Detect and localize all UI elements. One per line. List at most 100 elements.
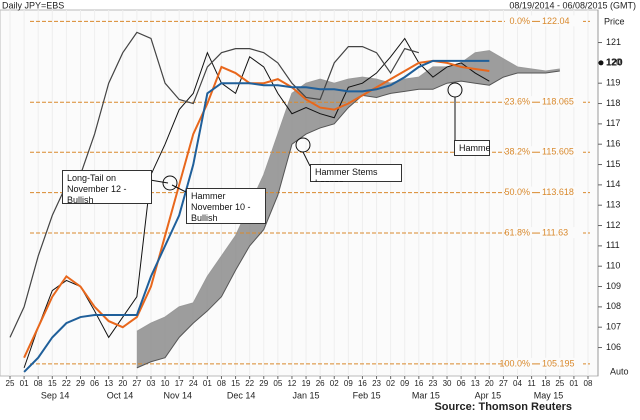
annotation: Long-Tail on November 12 - Bullish <box>62 170 152 204</box>
fib-ratio: 50.0% <box>504 187 530 197</box>
x-tick-label: 13 <box>471 379 480 388</box>
annotation-box: Hammer <box>454 140 490 156</box>
current-price-label: 120 <box>606 58 623 69</box>
fib-label-bg <box>505 227 583 239</box>
x-tick-label: 11 <box>527 379 536 388</box>
y-tick-label: 107 <box>606 322 621 332</box>
fib-ratio: 23.6% <box>504 97 530 107</box>
x-tick-label: 06 <box>457 379 466 388</box>
x-tick-label: 25 <box>6 379 15 388</box>
fib-value: 105.195 <box>542 358 575 368</box>
x-tick-label: 27 <box>132 379 141 388</box>
fib-ratio: 0.0% <box>509 16 530 26</box>
x-tick-label: 16 <box>414 379 423 388</box>
fib-ratio: 38.2% <box>504 147 530 157</box>
x-tick-label: 18 <box>541 379 550 388</box>
x-tick-label: 25 <box>555 379 564 388</box>
x-tick-label: 30 <box>443 379 452 388</box>
x-tick-label: 09 <box>344 379 353 388</box>
date-range: 08/19/2014 - 06/08/2015 (GMT) <box>509 0 636 10</box>
x-group-label: Mar 15 <box>412 390 440 400</box>
series-line <box>136 50 560 332</box>
y-tick-label: 106 <box>606 342 621 352</box>
x-tick-label: 01 <box>203 379 212 388</box>
x-tick-label: 09 <box>400 379 409 388</box>
fib-label-bg <box>505 96 583 108</box>
x-tick-label: 22 <box>245 379 254 388</box>
annotation: Hammer <box>454 140 490 156</box>
x-tick-label: 22 <box>62 379 71 388</box>
y-tick-label: 120 <box>606 57 621 67</box>
x-tick-label: 29 <box>76 379 85 388</box>
x-tick-label: 16 <box>358 379 367 388</box>
fib-value: 118.065 <box>542 97 574 107</box>
x-tick-label: 23 <box>372 379 381 388</box>
chart-title: Daily JPY=EBS <box>2 0 64 10</box>
x-tick-label: 08 <box>34 379 43 388</box>
x-tick-label: 15 <box>48 379 57 388</box>
fib-value: 122.04 <box>542 16 570 26</box>
x-tick-label: 19 <box>302 379 311 388</box>
x-tick-label: 12 <box>287 379 296 388</box>
y-tick-label: 118 <box>606 98 620 108</box>
fib-value: 111.63 <box>542 227 568 237</box>
fib-ratio: 100.0% <box>499 358 530 368</box>
y-tick-label: 112 <box>606 220 620 230</box>
fib-label-bg <box>505 357 583 369</box>
y-tick-label: 116 <box>606 139 620 149</box>
y-axis-label: Price <box>604 16 625 26</box>
x-group-label: May 15 <box>534 390 564 400</box>
annotation-box: Hammer November 10 - Bullish <box>186 188 266 224</box>
source: Source: Thomson Reuters <box>434 401 572 413</box>
y-tick-label: 108 <box>606 301 621 311</box>
y-tick-label: 119 <box>606 78 620 88</box>
x-tick-label: 24 <box>189 379 198 388</box>
x-group-label: Feb 15 <box>353 390 381 400</box>
x-group-label: Sep 14 <box>41 390 70 400</box>
x-tick-label: 02 <box>330 379 339 388</box>
x-tick-label: 03 <box>147 379 156 388</box>
x-tick-label: 01 <box>20 379 29 388</box>
y-tick-label: 115 <box>606 159 620 169</box>
x-tick-label: 26 <box>316 379 325 388</box>
fib-label-bg <box>505 146 583 158</box>
x-group-label: Jan 15 <box>293 390 320 400</box>
connector <box>171 184 187 193</box>
y-tick-label: 117 <box>606 118 620 128</box>
x-tick-label: 02 <box>386 379 395 388</box>
y-tick-label: 114 <box>606 179 620 189</box>
y-tick-label: 110 <box>606 261 620 271</box>
fib-value: 115.605 <box>542 147 574 157</box>
highlight-circle <box>162 175 178 191</box>
series-line <box>23 59 490 373</box>
x-tick-label: 08 <box>584 379 593 388</box>
annotation-box: Long-Tail on November 12 - Bullish <box>62 170 152 204</box>
x-tick-label: 13 <box>104 379 113 388</box>
x-tick-label: 05 <box>273 379 282 388</box>
fib-label-bg <box>505 186 583 198</box>
x-tick-label: 20 <box>485 379 494 388</box>
annotation: Hammer Stems Losses <box>310 164 402 182</box>
cloud <box>136 50 560 368</box>
x-tick-label: 15 <box>231 379 240 388</box>
x-tick-label: 20 <box>118 379 127 388</box>
x-group-label: Oct 14 <box>107 390 134 400</box>
x-tick-label: 27 <box>499 379 508 388</box>
y-tick-label: 121 <box>606 37 621 47</box>
annotation-box: Hammer Stems Losses <box>310 164 402 182</box>
current-price-dot <box>598 60 604 66</box>
x-group-label: Apr 15 <box>475 390 502 400</box>
x-tick-label: 23 <box>428 379 437 388</box>
x-tick-label: 01 <box>569 379 578 388</box>
y-tick-label: 111 <box>606 240 620 250</box>
x-tick-label: 17 <box>175 379 184 388</box>
x-tick-label: 04 <box>513 379 522 388</box>
x-tick-label: 08 <box>217 379 226 388</box>
x-tick-label: 29 <box>259 379 268 388</box>
y-tick-label: 113 <box>606 200 620 210</box>
series-line <box>23 59 490 359</box>
fib-label-bg <box>505 15 583 27</box>
auto-label: Auto <box>610 366 629 376</box>
series-line <box>136 70 560 369</box>
